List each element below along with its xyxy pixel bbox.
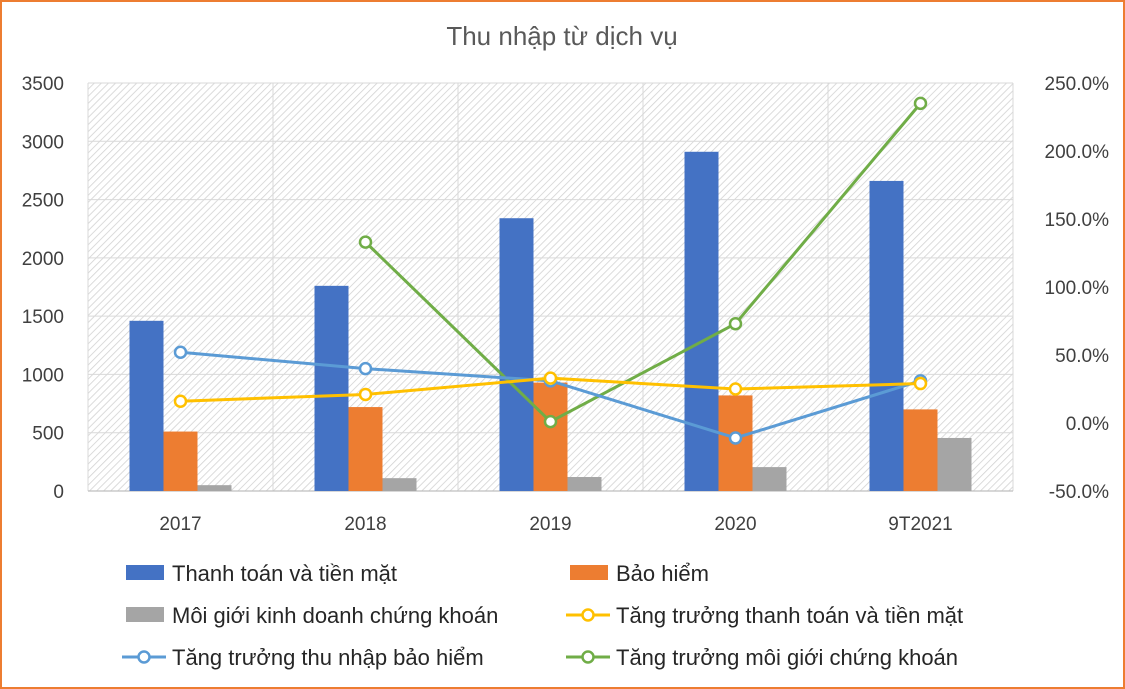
point — [358, 235, 373, 249]
x-tick-label: 9T2021 — [888, 514, 952, 535]
bar — [533, 382, 568, 491]
point — [728, 431, 743, 445]
bar — [903, 409, 938, 491]
bar — [163, 431, 198, 491]
y-tick-label: 2000 — [22, 249, 64, 270]
y2-tick-label: -50.0% — [1049, 482, 1109, 503]
point — [173, 345, 188, 360]
line-series — [173, 96, 928, 445]
point — [728, 316, 743, 331]
point — [913, 376, 928, 391]
y-tick-label: 3500 — [22, 74, 64, 95]
legend-swatch-marker — [581, 608, 595, 622]
bar — [752, 467, 787, 491]
bar — [382, 478, 417, 491]
y-tick-label: 500 — [32, 424, 64, 445]
x-tick-label: 2017 — [159, 514, 201, 535]
point — [173, 394, 188, 408]
y-tick-label: 2500 — [22, 191, 64, 212]
x-tick-label: 2019 — [529, 514, 571, 535]
y-tick-label: 1500 — [22, 307, 64, 328]
bar — [197, 485, 232, 491]
y2-tick-label: 50.0% — [1055, 346, 1109, 367]
bar — [937, 437, 972, 491]
bar — [869, 180, 904, 492]
legend-swatch — [126, 565, 164, 580]
y2-tick-label: 200.0% — [1045, 142, 1110, 163]
point — [728, 382, 743, 396]
chart-title: Thu nhập từ dịch vụ — [446, 21, 677, 51]
y-tick-label: 3000 — [22, 132, 64, 153]
point — [543, 414, 558, 429]
axes: 0 500 1000 1500 2000 2500 3000 3500 -50.0% 0.0% 50… — [22, 74, 1109, 535]
x-tick-label: 2018 — [344, 514, 386, 535]
y2-tick-label: 0.0% — [1066, 414, 1109, 435]
legend-swatch — [126, 607, 164, 622]
x-tick-label: 2020 — [714, 514, 756, 535]
legend: Thanh toán và tiền mặt Bảo hiểm Môi giới k… — [122, 561, 963, 670]
legend-swatch-marker — [581, 650, 595, 664]
legend-label: Tăng trưởng thanh toán và tiền mặt — [616, 603, 963, 628]
point — [913, 96, 928, 111]
legend-swatch — [570, 565, 608, 580]
bar — [314, 285, 349, 491]
legend-label: Môi giới kinh doanh chứng khoán — [172, 603, 498, 628]
y-tick-label: 0 — [53, 482, 64, 503]
bar — [129, 320, 164, 491]
legend-label: Tăng trưởng môi giới chứng khoán — [616, 645, 958, 670]
y2-tick-label: 250.0% — [1045, 74, 1110, 95]
legend-label: Bảo hiểm — [616, 561, 709, 586]
bar — [499, 218, 534, 492]
y2-tick-label: 150.0% — [1045, 210, 1110, 231]
y2-tick-label: 100.0% — [1045, 278, 1110, 299]
bar — [348, 407, 383, 491]
point — [358, 361, 373, 376]
bar-series — [129, 151, 972, 492]
series-line — [364, 102, 922, 424]
bar — [567, 477, 602, 491]
legend-swatch-marker — [137, 650, 151, 664]
y-tick-label: 1000 — [22, 365, 64, 386]
legend-label: Tăng trưởng thu nhập bảo hiểm — [172, 645, 484, 670]
point — [543, 371, 558, 385]
point — [358, 387, 373, 402]
legend-label: Thanh toán và tiền mặt — [172, 561, 397, 586]
bar — [684, 151, 719, 491]
